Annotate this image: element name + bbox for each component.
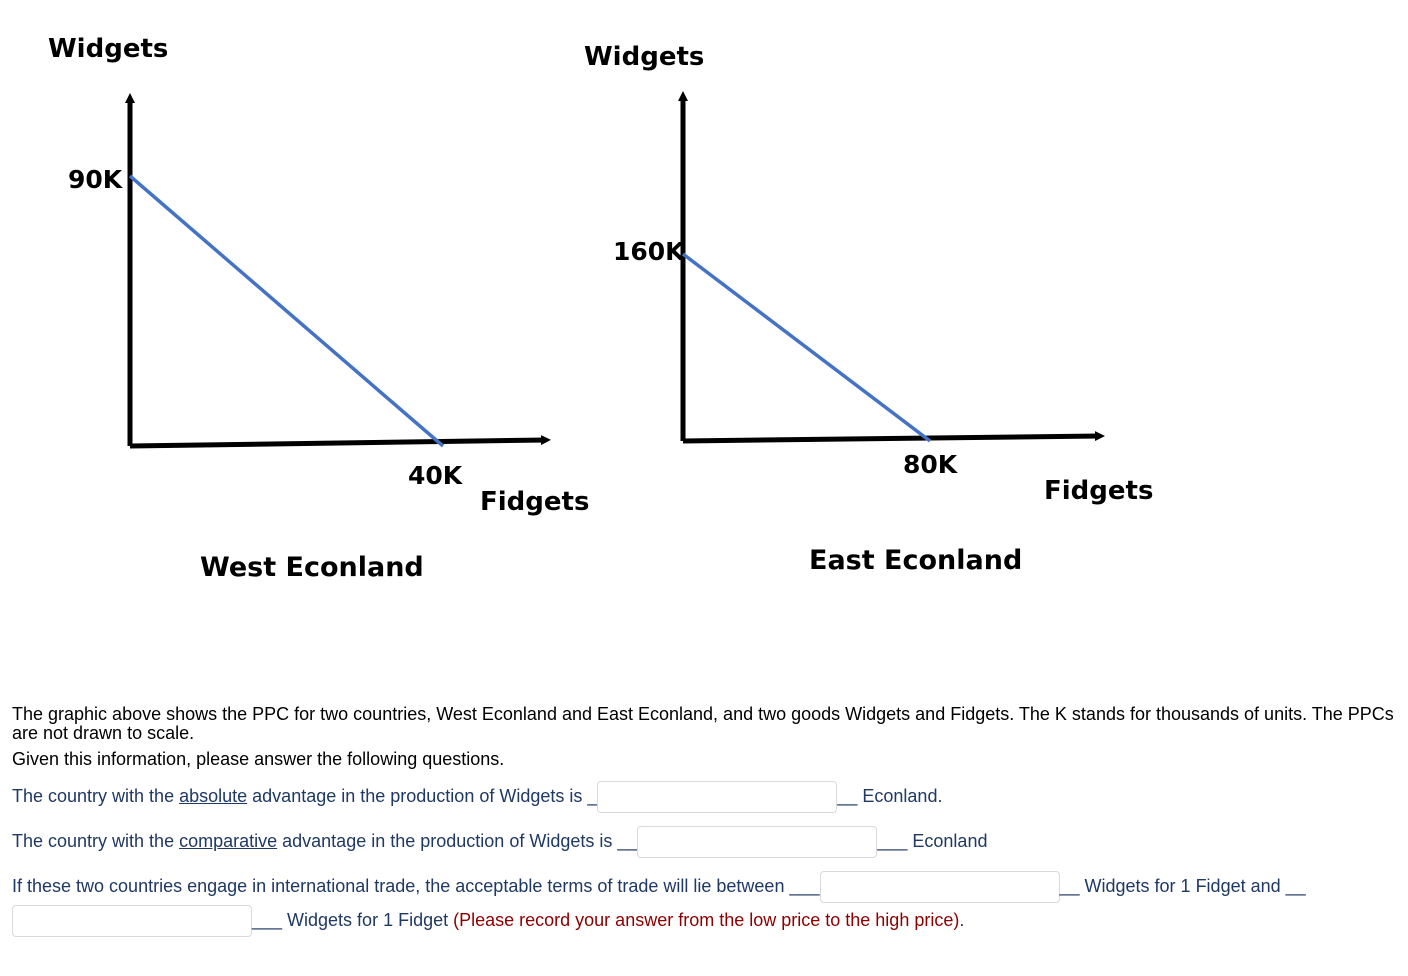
q3-instruction-note: (Please record your answer from the low … xyxy=(453,909,960,930)
question-2: The country with the comparative advanta… xyxy=(12,826,987,858)
intro-line-1: The graphic above shows the PPC for two … xyxy=(12,704,1394,743)
question-3-line-2: ___ Widgets for 1 Fidget (Please record … xyxy=(12,905,964,937)
q1-text-mid: advantage in the production of Widgets i… xyxy=(247,785,598,806)
west-x-axis-title: Fidgets xyxy=(480,487,589,517)
west-x-axis xyxy=(129,435,551,449)
q1-term-link[interactable]: absolute xyxy=(179,785,248,806)
q2-text-post: ___ Econland xyxy=(877,830,988,851)
west-ppc-line xyxy=(128,174,445,448)
east-ppc-line xyxy=(681,252,932,443)
q1-answer-input[interactable] xyxy=(597,781,838,813)
question-1: The country with the absolute advantage … xyxy=(12,781,942,813)
q3-text-mid: __ Widgets for 1 Fidget and __ xyxy=(1059,875,1306,896)
q3-text-end: . xyxy=(959,909,965,930)
east-x-axis-title: Fidgets xyxy=(1044,476,1153,506)
east-country-label: East Econland xyxy=(809,545,1022,576)
q2-answer-input[interactable] xyxy=(637,826,878,858)
q1-text-pre: The country with the xyxy=(12,785,180,806)
q2-term-link[interactable]: comparative xyxy=(179,830,278,851)
q3-text-pre: If these two countries engage in interna… xyxy=(12,875,820,896)
east-x-tick-label: 80K xyxy=(903,450,959,479)
west-y-tick-label: 90K xyxy=(68,165,124,194)
intro-line-2: Given this information, please answer th… xyxy=(12,749,505,769)
east-y-tick-label: 160K xyxy=(613,237,686,266)
ppc-charts: Widgets 90K 40K Fidgets West Econland Wi… xyxy=(48,34,1153,583)
question-3-line-1: If these two countries engage in interna… xyxy=(12,871,1306,903)
q3-text-post: ___ Widgets for 1 Fidget xyxy=(252,909,454,930)
q2-text-pre: The country with the xyxy=(12,830,180,851)
east-econland-chart: Widgets 160K 80K Fidgets East Econland xyxy=(584,42,1153,576)
east-x-axis xyxy=(682,431,1105,444)
q3-high-price-input[interactable] xyxy=(12,905,252,937)
intro-paragraph: The graphic above shows the PPC for two … xyxy=(12,705,1402,743)
q1-text-post: __ Econland. xyxy=(837,785,943,806)
west-y-axis-title: Widgets xyxy=(48,34,168,64)
q3-low-price-input[interactable] xyxy=(819,871,1060,903)
intro-instruction: Given this information, please answer th… xyxy=(12,750,1402,769)
west-x-tick-label: 40K xyxy=(408,461,464,490)
q2-text-mid: advantage in the production of Widgets i… xyxy=(277,830,638,851)
east-y-axis-title: Widgets xyxy=(584,42,704,72)
west-country-label: West Econland xyxy=(200,552,424,583)
west-econland-chart: Widgets 90K 40K Fidgets West Econland xyxy=(48,34,589,583)
